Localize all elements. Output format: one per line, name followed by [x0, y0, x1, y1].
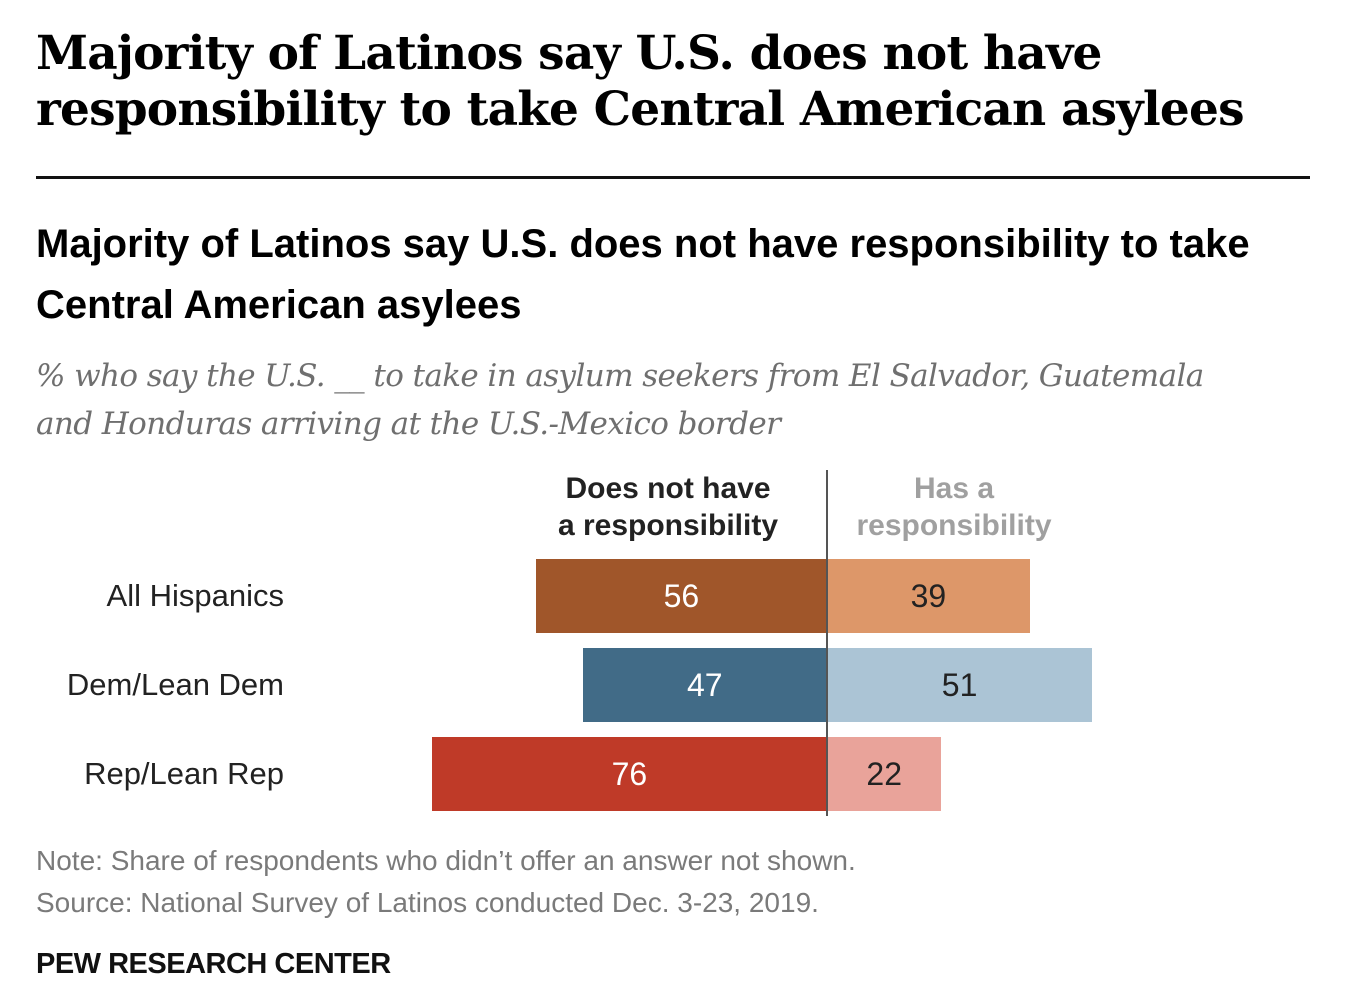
bar-does-not-have-all-hispanics [535, 559, 827, 633]
value-label-has-rep-lean-rep: 22 [866, 756, 902, 792]
page-headline: Majority of Latinos say U.S. does not ha… [36, 26, 1245, 137]
category-label-all-hispanics: All Hispanics [106, 578, 284, 613]
bar-has-all-hispanics [827, 559, 1030, 633]
value-label-does-not-have-dem-lean-dem: 47 [686, 667, 723, 703]
pew-research-center-logo: PEW RESEARCH CENTER [36, 948, 391, 980]
legend-has-responsibility: Has a responsibility [856, 472, 1052, 542]
legend-does-not-have-responsibility: Does not have a responsibility [557, 472, 779, 542]
chart-note: Note: Share of respondents who didn’t of… [36, 845, 856, 876]
value-label-does-not-have-all-hispanics: 56 [663, 578, 700, 614]
bar-does-not-have-rep-lean-rep [431, 737, 827, 811]
chart-title: Majority of Latinos say U.S. does not ha… [36, 222, 1250, 327]
bar-does-not-have-dem-lean-dem [582, 648, 827, 722]
bar-has-dem-lean-dem [827, 648, 1093, 722]
headline-divider [36, 176, 1310, 179]
value-label-does-not-have-rep-lean-rep: 76 [611, 756, 648, 792]
category-label-rep-lean-rep: Rep/Lean Rep [84, 756, 284, 791]
chart-subtitle: % who say the U.S. __ to take in asylum … [36, 358, 1204, 442]
category-label-dem-lean-dem: Dem/Lean Dem [66, 667, 284, 702]
value-label-has-all-hispanics: 39 [910, 578, 947, 614]
value-label-has-dem-lean-dem: 51 [941, 667, 978, 703]
bar-has-rep-lean-rep [827, 737, 942, 811]
chart-source: Source: National Survey of Latinos condu… [36, 887, 819, 918]
zero-axis-line [826, 470, 828, 816]
